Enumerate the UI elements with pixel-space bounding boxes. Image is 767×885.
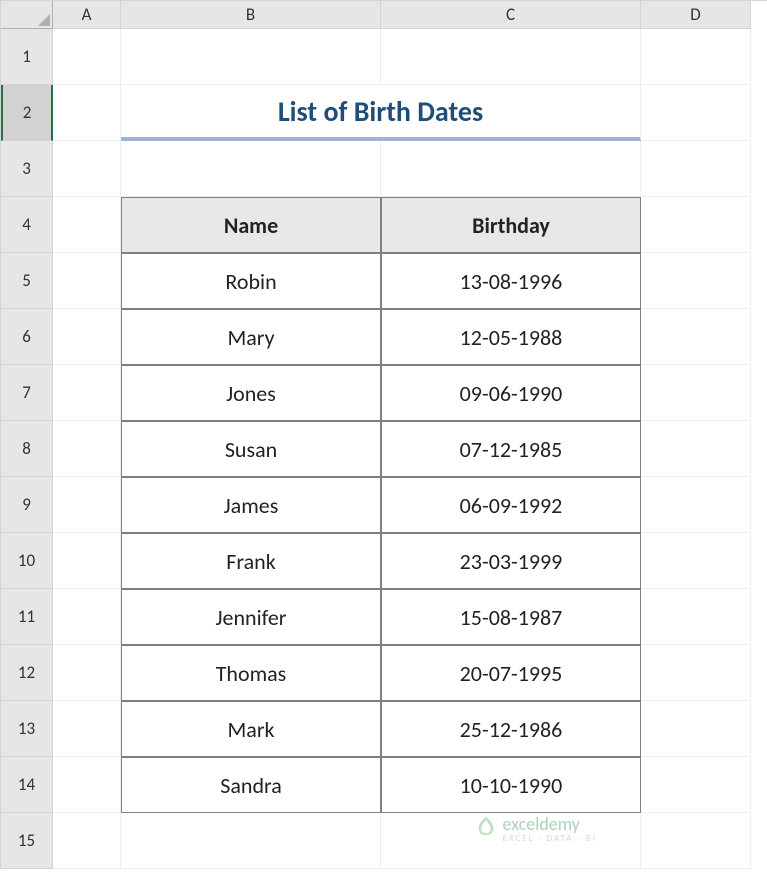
table-row[interactable]: 23-03-1999 bbox=[381, 533, 641, 589]
row-header-7[interactable]: 7 bbox=[1, 365, 53, 421]
row-header-4[interactable]: 4 bbox=[1, 197, 53, 253]
cell-D1[interactable] bbox=[641, 29, 751, 85]
cell-D14[interactable] bbox=[641, 757, 751, 813]
cell-D6[interactable] bbox=[641, 309, 751, 365]
cell-B3[interactable] bbox=[121, 141, 381, 197]
col-header-B[interactable]: B bbox=[121, 1, 381, 29]
table-row[interactable]: 09-06-1990 bbox=[381, 365, 641, 421]
cell-D4[interactable] bbox=[641, 197, 751, 253]
table-row[interactable]: Frank bbox=[121, 533, 381, 589]
row-header-8[interactable]: 8 bbox=[1, 421, 53, 477]
col-header-A[interactable]: A bbox=[53, 1, 121, 29]
row-header-11[interactable]: 11 bbox=[1, 589, 53, 645]
row-header-14[interactable]: 14 bbox=[1, 757, 53, 813]
row-header-5[interactable]: 5 bbox=[1, 253, 53, 309]
cell-D5[interactable] bbox=[641, 253, 751, 309]
table-row[interactable]: 13-08-1996 bbox=[381, 253, 641, 309]
watermark: exceldemy EXCEL · DATA · BI bbox=[475, 813, 597, 843]
table-header-name[interactable]: Name bbox=[121, 197, 381, 253]
title-cell[interactable]: List of Birth Dates bbox=[121, 85, 641, 141]
cell-C3[interactable] bbox=[381, 141, 641, 197]
row-header-2[interactable]: 2 bbox=[1, 85, 53, 141]
cell-D8[interactable] bbox=[641, 421, 751, 477]
row-header-10[interactable]: 10 bbox=[1, 533, 53, 589]
cell-D11[interactable] bbox=[641, 589, 751, 645]
cell-A15[interactable] bbox=[53, 813, 121, 869]
table-row[interactable]: 15-08-1987 bbox=[381, 589, 641, 645]
cell-B1[interactable] bbox=[121, 29, 381, 85]
table-row[interactable]: 07-12-1985 bbox=[381, 421, 641, 477]
cell-A9[interactable] bbox=[53, 477, 121, 533]
cell-A6[interactable] bbox=[53, 309, 121, 365]
table-row[interactable]: Thomas bbox=[121, 645, 381, 701]
table-row[interactable]: 10-10-1990 bbox=[381, 757, 641, 813]
cell-A8[interactable] bbox=[53, 421, 121, 477]
table-row[interactable]: 25-12-1986 bbox=[381, 701, 641, 757]
cell-A3[interactable] bbox=[53, 141, 121, 197]
table-row[interactable]: 20-07-1995 bbox=[381, 645, 641, 701]
cell-A5[interactable] bbox=[53, 253, 121, 309]
row-header-9[interactable]: 9 bbox=[1, 477, 53, 533]
table-row[interactable]: James bbox=[121, 477, 381, 533]
row-header-6[interactable]: 6 bbox=[1, 309, 53, 365]
table-row[interactable]: 06-09-1992 bbox=[381, 477, 641, 533]
cell-B15[interactable] bbox=[121, 813, 381, 869]
row-header-1[interactable]: 1 bbox=[1, 29, 53, 85]
cell-A14[interactable] bbox=[53, 757, 121, 813]
cell-C1[interactable] bbox=[381, 29, 641, 85]
cell-A2[interactable] bbox=[53, 85, 121, 141]
table-row[interactable]: Jones bbox=[121, 365, 381, 421]
row-header-15[interactable]: 15 bbox=[1, 813, 53, 869]
cell-A12[interactable] bbox=[53, 645, 121, 701]
table-row[interactable]: Mary bbox=[121, 309, 381, 365]
cell-A13[interactable] bbox=[53, 701, 121, 757]
table-row[interactable]: Mark bbox=[121, 701, 381, 757]
cell-D7[interactable] bbox=[641, 365, 751, 421]
cell-D10[interactable] bbox=[641, 533, 751, 589]
cell-D3[interactable] bbox=[641, 141, 751, 197]
col-header-C[interactable]: C bbox=[381, 1, 641, 29]
cell-A10[interactable] bbox=[53, 533, 121, 589]
cell-A4[interactable] bbox=[53, 197, 121, 253]
table-row[interactable]: Susan bbox=[121, 421, 381, 477]
cell-A1[interactable] bbox=[53, 29, 121, 85]
watermark-text: exceldemy EXCEL · DATA · BI bbox=[503, 813, 597, 843]
cell-D12[interactable] bbox=[641, 645, 751, 701]
cell-D15[interactable] bbox=[641, 813, 751, 869]
leaf-icon bbox=[475, 815, 497, 842]
row-header-3[interactable]: 3 bbox=[1, 141, 53, 197]
cell-A11[interactable] bbox=[53, 589, 121, 645]
table-row[interactable]: 12-05-1988 bbox=[381, 309, 641, 365]
cell-D2[interactable] bbox=[641, 85, 751, 141]
cell-A7[interactable] bbox=[53, 365, 121, 421]
table-row[interactable]: Sandra bbox=[121, 757, 381, 813]
row-header-13[interactable]: 13 bbox=[1, 701, 53, 757]
table-row[interactable]: Robin bbox=[121, 253, 381, 309]
select-all-corner[interactable] bbox=[1, 1, 53, 29]
cell-D9[interactable] bbox=[641, 477, 751, 533]
row-header-12[interactable]: 12 bbox=[1, 645, 53, 701]
table-header-birthday[interactable]: Birthday bbox=[381, 197, 641, 253]
table-row[interactable]: Jennifer bbox=[121, 589, 381, 645]
cell-D13[interactable] bbox=[641, 701, 751, 757]
spreadsheet-grid: A B C D 1 2 List of Birth Dates 3 4 Name… bbox=[0, 0, 767, 869]
col-header-D[interactable]: D bbox=[641, 1, 751, 29]
